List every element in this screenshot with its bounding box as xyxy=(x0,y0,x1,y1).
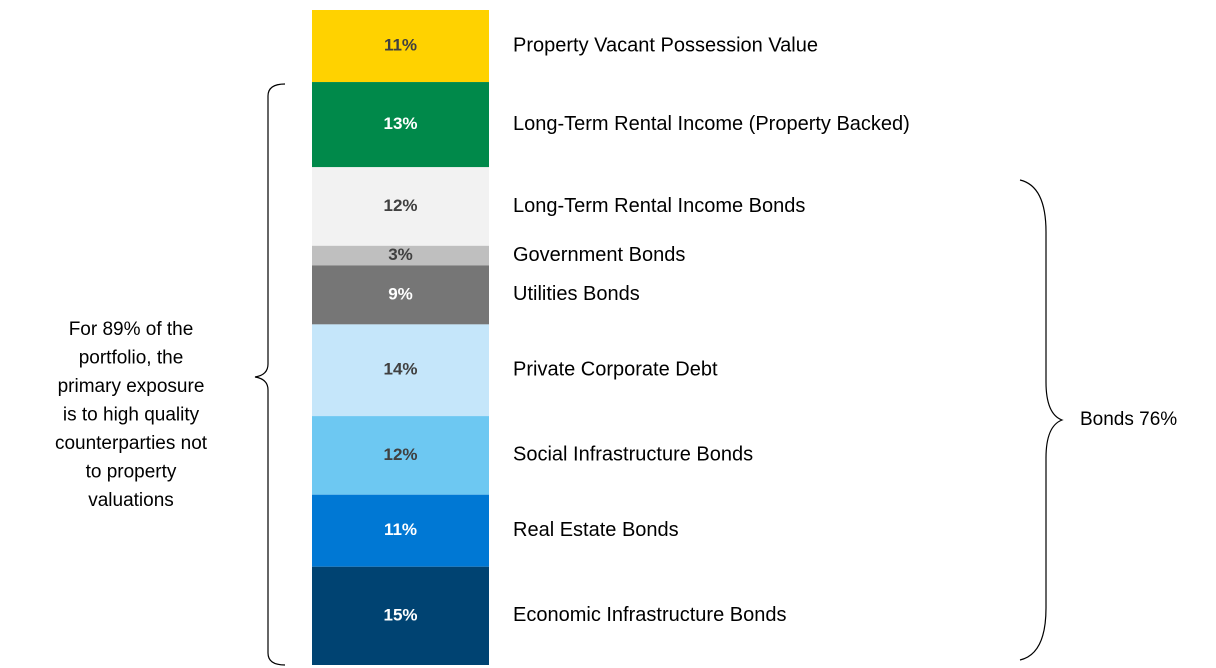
bar-segment xyxy=(312,265,489,325)
segment-label: Utilities Bonds xyxy=(513,283,640,305)
segment-label: Social Infrastructure Bonds xyxy=(513,444,753,466)
bar-segment xyxy=(312,10,489,83)
left-note-line: counterparties not xyxy=(55,433,208,454)
segment-label: Government Bonds xyxy=(513,244,685,266)
left-bracket xyxy=(254,83,286,666)
segment-label: Real Estate Bonds xyxy=(513,519,679,541)
value-label: 11% xyxy=(384,520,417,539)
segment-label: Long-Term Rental Income Bonds xyxy=(513,195,805,217)
value-label: 13% xyxy=(383,114,417,133)
value-label: 12% xyxy=(383,445,417,464)
left-note-line: to property xyxy=(86,462,177,483)
left-note-line: primary exposure xyxy=(58,376,205,397)
value-label: 3% xyxy=(388,245,413,264)
bar-segment xyxy=(312,416,489,495)
left-note-line: For 89% of the xyxy=(69,319,194,340)
value-label: 9% xyxy=(388,284,413,303)
segment-label: Economic Infrastructure Bonds xyxy=(513,604,786,626)
value-label: 12% xyxy=(383,196,417,215)
left-note-line: valuations xyxy=(88,490,174,511)
left-note-line: is to high quality xyxy=(63,405,200,426)
segment-label: Property Vacant Possession Value xyxy=(513,34,818,56)
bar-segment xyxy=(312,494,489,567)
right-brace xyxy=(1019,179,1064,661)
left-note-line: portfolio, the xyxy=(79,348,184,369)
bar-segment xyxy=(312,82,489,168)
segment-label: Private Corporate Debt xyxy=(513,359,718,381)
bar-segment xyxy=(312,566,489,665)
value-label: 14% xyxy=(383,360,417,379)
value-label: 15% xyxy=(383,605,417,624)
bar-segment xyxy=(312,324,489,417)
bar-segment xyxy=(312,167,489,246)
bar-segment xyxy=(312,245,489,266)
segment-label: Long-Term Rental Income (Property Backed… xyxy=(513,113,910,135)
bonds-note: Bonds 76% xyxy=(1080,409,1177,430)
value-label: 11% xyxy=(384,36,417,55)
